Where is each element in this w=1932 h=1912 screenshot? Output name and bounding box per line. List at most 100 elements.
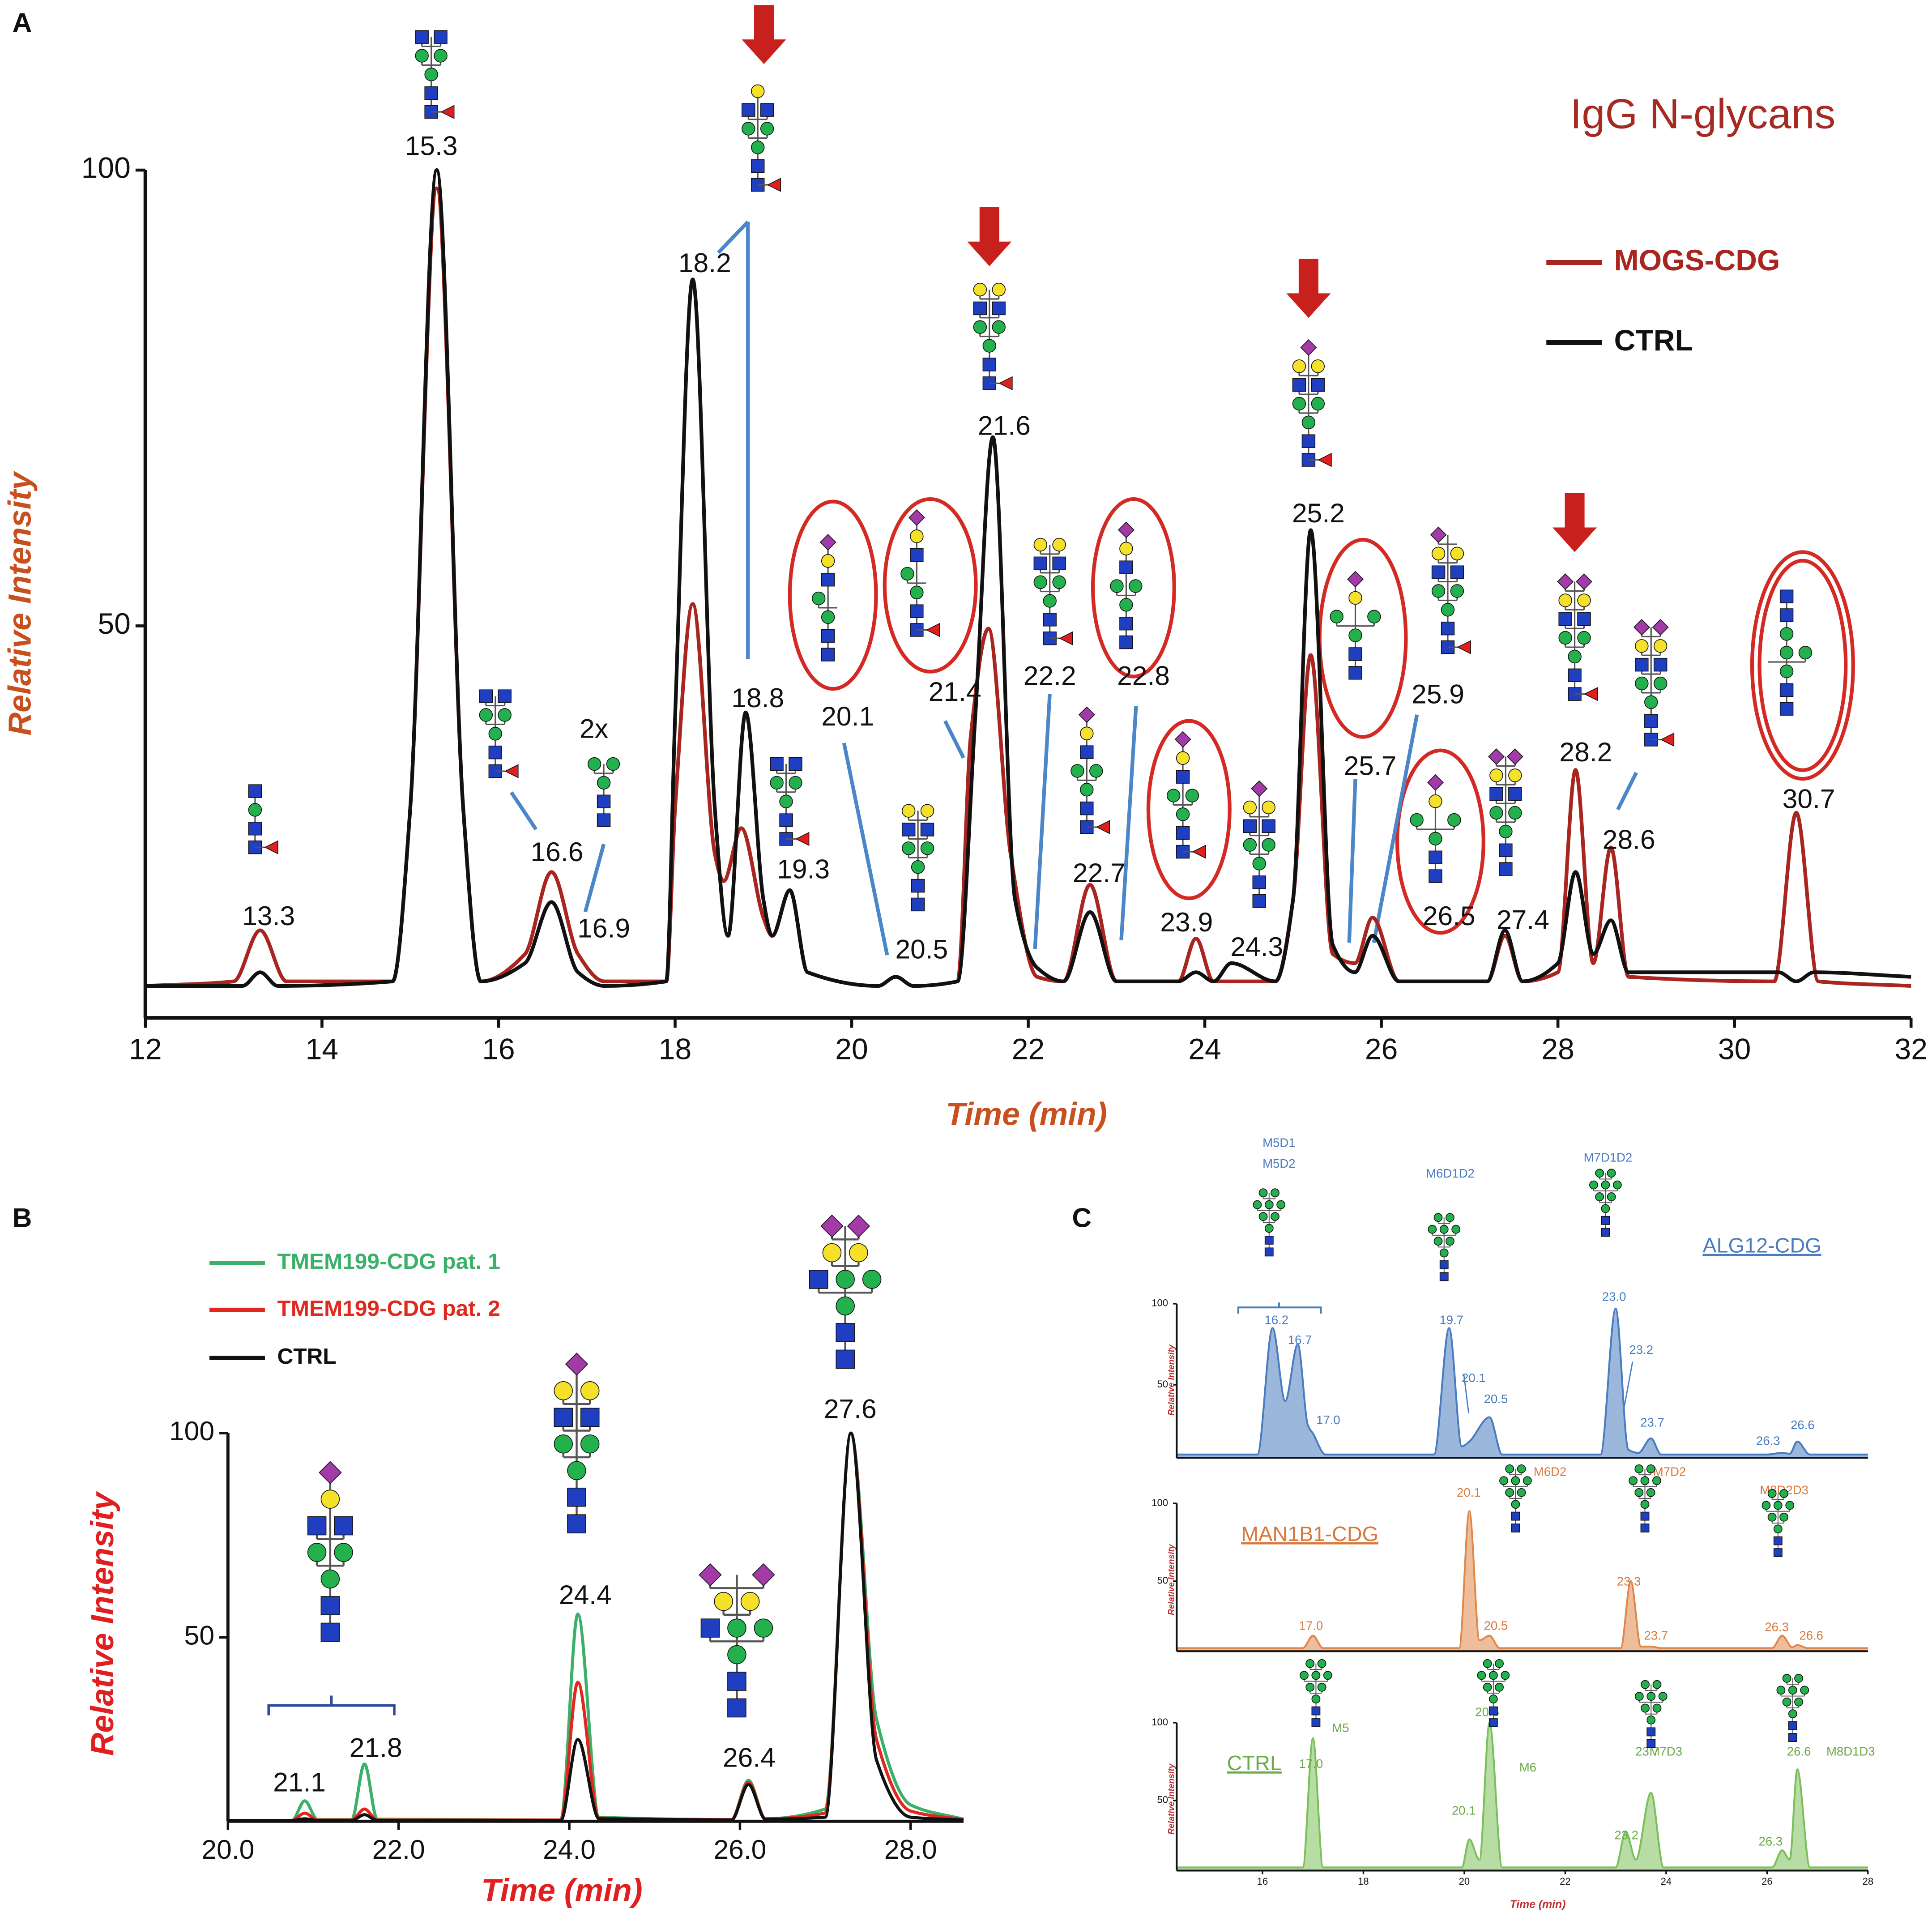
mannose (973, 320, 987, 334)
mannose (1646, 1692, 1656, 1701)
area-fill (1177, 1723, 1868, 1871)
glcnac (973, 301, 987, 316)
peak-label: 27.6 (824, 1393, 877, 1424)
glycan-icon (248, 784, 278, 854)
glcnac (1262, 819, 1275, 833)
glcnac (779, 813, 793, 827)
glcnac (1646, 1739, 1656, 1748)
mannose (415, 49, 429, 63)
x-tick-label: 22 (1560, 1876, 1571, 1887)
glcnac (1508, 787, 1522, 801)
mannose (1410, 813, 1424, 827)
mannose (1271, 1212, 1279, 1221)
sialic-acid (1506, 748, 1523, 765)
glcnac (1052, 556, 1066, 571)
peak-label: 25.7 (1344, 750, 1397, 781)
mannose (1258, 1212, 1268, 1221)
peak-label: 26.3 (1756, 1434, 1780, 1448)
fucose (767, 178, 781, 192)
peak-label: 16.7 (1288, 1333, 1312, 1347)
glycan-icon (1166, 731, 1206, 859)
mannose (479, 708, 493, 722)
peak-label: 30.7 (1783, 784, 1835, 814)
mannose (1080, 783, 1094, 797)
sialic-acid (1652, 619, 1669, 636)
glcnac (1119, 616, 1133, 631)
glycan-icon (554, 1353, 600, 1533)
glcnac (1558, 612, 1572, 626)
mannose (1644, 695, 1658, 709)
mannose (1441, 603, 1455, 617)
mannose (836, 1296, 855, 1316)
mannose (789, 776, 802, 790)
mannose (1317, 1659, 1326, 1668)
peak-label: 23.7 (1644, 1629, 1668, 1643)
glcnac (1429, 850, 1442, 864)
mannose (1779, 627, 1794, 641)
mannose (1433, 1237, 1443, 1246)
mannose (1305, 1682, 1315, 1692)
glcnac (1119, 635, 1133, 649)
fucose (504, 764, 519, 778)
glcnac (1499, 862, 1513, 876)
mannose (1264, 1224, 1274, 1233)
mannose (1595, 1192, 1604, 1201)
legend-label: MOGS-CDG (1614, 244, 1780, 277)
galactose (1033, 538, 1048, 552)
mannose (1505, 1488, 1514, 1497)
fucose (1457, 640, 1471, 654)
series-line (1177, 1510, 1868, 1649)
glcnac (415, 30, 429, 44)
glycan-icon (587, 757, 620, 827)
peak-label: 17.0 (1299, 1619, 1323, 1633)
glycan-icon (1499, 1464, 1532, 1532)
mannose (1483, 1682, 1492, 1692)
mannose (1489, 806, 1503, 820)
y-axis-label: Relative Intensity (1167, 1344, 1176, 1416)
galactose (920, 804, 934, 818)
sialic-acid (1078, 706, 1095, 723)
mannose (434, 49, 448, 63)
mannose (606, 757, 620, 771)
series-line (1177, 1721, 1868, 1869)
legend-label: CTRL (277, 1344, 336, 1369)
glcnac (1311, 378, 1325, 392)
mannose (1292, 397, 1306, 411)
glycan-icon (1629, 1464, 1661, 1532)
mannose (1447, 813, 1461, 827)
glcnac (1773, 1548, 1783, 1558)
chart-title: CTRL (1227, 1751, 1282, 1775)
mannose (821, 610, 835, 624)
peak-label: 23.2 (1629, 1343, 1653, 1357)
glcnac (742, 103, 755, 117)
sialic-acid (1633, 619, 1650, 636)
mannose (1505, 1464, 1514, 1473)
mannose (911, 860, 925, 874)
glcnac (727, 1698, 746, 1718)
mannose (1773, 1501, 1783, 1510)
glcnac (1429, 869, 1442, 883)
legend-label: TMEM199-CDG pat. 1 (277, 1249, 500, 1274)
peak-label: M8D1D3 (1826, 1744, 1875, 1758)
mannose (1589, 1180, 1598, 1190)
y-tick-label: 50 (1157, 1575, 1168, 1586)
glcnac (1499, 843, 1513, 857)
glycan-icon (809, 1214, 882, 1369)
y-tick-label: 50 (1157, 1379, 1168, 1390)
mannose (1311, 397, 1325, 411)
mannose (1523, 1476, 1532, 1485)
glcnac (920, 823, 934, 836)
glcnac (982, 358, 997, 371)
x-tick-label: 20.0 (201, 1834, 254, 1865)
peak-label: M6 (1519, 1760, 1536, 1774)
glycan-icon (973, 282, 1013, 391)
peak-label: 23.3 (1617, 1574, 1641, 1588)
panel-label: A (13, 7, 32, 38)
mannose (1641, 1680, 1650, 1689)
peak-label: 20.5 (1484, 1392, 1508, 1406)
mannose (1779, 645, 1794, 660)
x-tick-label: 22 (1012, 1033, 1045, 1066)
glcnac (307, 1516, 327, 1536)
y-axis-label: Relative Intensity (1167, 1763, 1176, 1835)
